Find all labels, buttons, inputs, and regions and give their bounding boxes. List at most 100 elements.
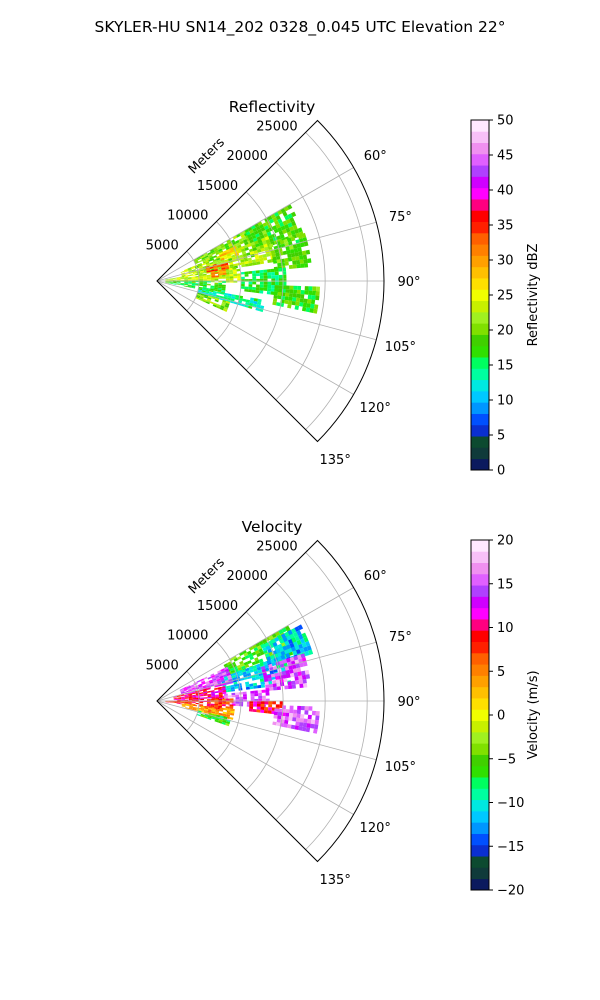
echo-bin xyxy=(265,228,271,234)
echo-bin xyxy=(203,676,208,680)
echo-bin xyxy=(188,689,193,692)
echo-bin xyxy=(300,290,305,295)
echo-bin xyxy=(284,716,289,721)
echo-bin xyxy=(286,673,291,679)
echo-bin xyxy=(190,684,195,687)
echo-bin xyxy=(273,714,278,719)
echo-bin xyxy=(225,246,231,251)
echo-bin xyxy=(188,697,193,699)
echo-bin xyxy=(225,249,230,253)
echo-bin xyxy=(245,231,251,236)
echo-bin xyxy=(192,272,197,275)
echo-bin xyxy=(221,670,226,674)
echo-bin xyxy=(218,275,223,278)
echo-bin xyxy=(231,294,236,298)
echo-bin xyxy=(263,275,268,279)
echo-bin xyxy=(219,253,224,258)
echo-bin xyxy=(202,287,207,290)
echo-bin xyxy=(221,246,226,251)
echo-bin xyxy=(200,706,205,709)
echo-bin xyxy=(301,726,307,732)
echo-bin xyxy=(200,270,205,273)
echo-bin xyxy=(306,645,312,651)
echo-bin xyxy=(282,281,287,286)
echo-bin xyxy=(223,663,228,667)
echo-region xyxy=(272,285,321,314)
echo-bin xyxy=(188,278,192,280)
echo-bin xyxy=(233,681,238,685)
echo-bin xyxy=(315,295,320,301)
echo-bin xyxy=(180,277,185,279)
echo-bin xyxy=(225,723,230,727)
echo-bin xyxy=(184,269,189,272)
echo-bin xyxy=(259,224,264,229)
echo-bin xyxy=(213,265,218,269)
azimuth-tick-label: 90° xyxy=(397,695,420,710)
echo-bin xyxy=(267,287,272,292)
echo-bin xyxy=(272,641,278,647)
echo-bin xyxy=(220,679,225,683)
echo-bin xyxy=(302,254,308,260)
echo-bin xyxy=(228,243,233,247)
echo-bin xyxy=(195,261,199,265)
echo-bin xyxy=(265,653,270,658)
echo-bin xyxy=(285,292,290,297)
echo-bin xyxy=(165,282,170,284)
echo-bin xyxy=(225,702,230,705)
echo-bin xyxy=(216,257,221,261)
echo-bin xyxy=(303,263,309,268)
echo-bin xyxy=(286,249,291,255)
echo-bin xyxy=(307,714,312,720)
echo-bin xyxy=(242,298,247,302)
colorbar-tick-label: −5 xyxy=(497,752,516,767)
echo-bin xyxy=(282,271,287,275)
echo-bin xyxy=(204,292,209,295)
echo-bin xyxy=(207,696,212,699)
echo-bin xyxy=(199,704,204,706)
echo-bin xyxy=(232,267,237,270)
echo-bin xyxy=(240,261,245,265)
echo-bin xyxy=(267,259,272,264)
echo-bin xyxy=(190,685,195,688)
echo-bin xyxy=(207,715,212,719)
echo-bin xyxy=(211,274,216,277)
echo-bin xyxy=(251,677,257,681)
echo-bin xyxy=(240,271,245,275)
echo-bin xyxy=(192,696,197,699)
echo-bin xyxy=(219,709,224,712)
echo-bin xyxy=(237,670,243,674)
echo-bin xyxy=(254,657,259,662)
echo-bin xyxy=(296,713,301,719)
echo-bin xyxy=(244,271,249,275)
echo-bin xyxy=(218,673,223,677)
echo-bin xyxy=(267,677,273,682)
echo-bin xyxy=(216,259,221,263)
colorbar-segment xyxy=(471,540,489,552)
echo-bin xyxy=(294,645,300,651)
echo-bin xyxy=(292,224,298,231)
echo-bin xyxy=(238,254,244,258)
echo-bin xyxy=(199,296,204,299)
echo-bin xyxy=(215,294,221,298)
echo-bin xyxy=(231,296,236,300)
echo-bin xyxy=(172,283,177,285)
echo-bin xyxy=(280,650,286,656)
echo-bin xyxy=(181,705,186,708)
echo-bin xyxy=(284,719,289,725)
colorbar-segment xyxy=(471,300,489,313)
echo-bin xyxy=(240,234,246,239)
echo-bin xyxy=(305,249,311,255)
echo-bin xyxy=(215,718,220,721)
echo-bin xyxy=(176,702,181,704)
echo-bin xyxy=(295,259,301,265)
colorbar-segment xyxy=(471,458,489,471)
echo-bin xyxy=(200,697,205,699)
echo-bin xyxy=(305,727,311,733)
radial-tick-label: 20000 xyxy=(227,149,268,164)
echo-bin xyxy=(247,226,253,232)
echo-bin xyxy=(221,686,226,689)
echo-bin xyxy=(315,711,320,716)
azimuth-tick-label: 60° xyxy=(364,569,387,584)
echo-bin xyxy=(252,709,257,713)
echo-bin xyxy=(303,718,308,724)
